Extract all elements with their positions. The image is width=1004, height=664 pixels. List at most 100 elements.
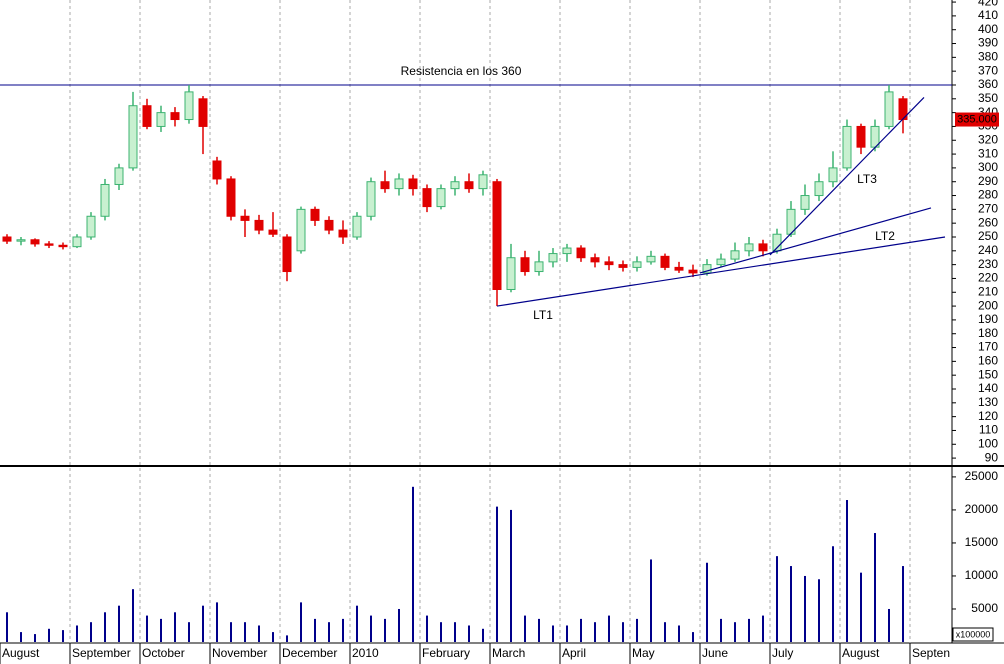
volume-bar <box>818 579 820 642</box>
trend-line <box>496 236 946 307</box>
candle-body <box>296 208 306 252</box>
x-tick-label: 2010 <box>352 646 379 660</box>
volume-bar <box>832 546 834 642</box>
y-tick-label: 160 <box>978 354 998 368</box>
candle-body <box>324 219 334 231</box>
volume-bar <box>258 625 260 642</box>
volume-bar <box>622 622 624 642</box>
volume-bar <box>524 615 526 642</box>
candle-body <box>254 219 264 231</box>
candle-body <box>198 98 208 127</box>
candle-body <box>506 257 516 291</box>
volume-bar <box>314 618 316 642</box>
x-tick-label: February <box>422 646 470 660</box>
y-tick-label: 90 <box>985 450 999 464</box>
candle-body <box>492 181 502 291</box>
candle-body <box>534 261 544 273</box>
x-tick-label: March <box>492 646 525 660</box>
candle-body <box>716 258 726 266</box>
volume-bar <box>692 632 694 642</box>
candle-body <box>590 257 600 263</box>
x-tick-label: August <box>842 646 880 660</box>
candle-body <box>758 243 768 252</box>
y-tick-label: 310 <box>978 146 998 160</box>
volume-bar <box>720 618 722 642</box>
y2-tick-label: 10000 <box>965 568 999 582</box>
candle-body <box>30 239 40 245</box>
y-tick-label: 190 <box>978 312 998 326</box>
volume-bar <box>160 618 162 642</box>
x-tick-label: October <box>142 646 185 660</box>
volume-bar <box>272 632 274 642</box>
volume-bar <box>412 486 414 642</box>
y-tick-label: 170 <box>978 340 998 354</box>
volume-bar <box>734 622 736 642</box>
volume-bar <box>384 618 386 642</box>
volume-bar <box>202 605 204 642</box>
y-tick-label: 110 <box>979 423 998 437</box>
candle-body <box>72 236 82 248</box>
y-tick-label: 220 <box>978 271 998 285</box>
volume-bar <box>342 618 344 642</box>
candle-body <box>86 215 96 238</box>
candle-body <box>338 229 348 238</box>
candle-body <box>674 266 684 271</box>
x-tick-label: December <box>282 646 337 660</box>
volume-bar <box>188 622 190 642</box>
volume-bar <box>454 622 456 642</box>
candle-body <box>16 239 26 242</box>
y-tick-label: 300 <box>978 160 998 174</box>
candle-body <box>856 125 866 148</box>
candle-body <box>604 261 614 266</box>
candle-body <box>562 247 572 255</box>
candle-body <box>114 167 124 185</box>
candle-body <box>422 188 432 208</box>
volume-bar <box>426 615 428 642</box>
volume-bar <box>468 625 470 642</box>
candle-body <box>282 236 292 273</box>
y2-tick-label: 5000 <box>971 601 998 615</box>
plot-area <box>69 0 911 643</box>
volume-bar <box>48 628 50 642</box>
volume-bar <box>846 500 848 642</box>
volume-bar <box>286 635 288 642</box>
trend-label: LT1 <box>533 308 553 322</box>
x-tick-label: June <box>702 646 728 660</box>
volume-bar <box>146 615 148 642</box>
candle-body <box>800 195 810 210</box>
y-tick-label: 390 <box>978 36 998 50</box>
volume-bar <box>496 506 498 642</box>
candle-body <box>240 215 250 221</box>
volume-bar <box>860 572 862 642</box>
volume-bar <box>594 622 596 642</box>
y-tick-label: 180 <box>978 326 998 340</box>
volume-bar <box>118 605 120 642</box>
trend-line <box>699 207 932 274</box>
candle-body <box>618 264 628 268</box>
candle-body <box>170 112 180 121</box>
y-tick-label: 200 <box>978 298 998 312</box>
y-tick-label: 360 <box>978 77 998 91</box>
volume-bar <box>706 562 708 642</box>
candle-body <box>142 105 152 127</box>
candle-body <box>842 125 852 169</box>
candle-body <box>548 253 558 263</box>
volume-bar <box>888 608 890 642</box>
y2-tick-label: 25000 <box>965 469 999 483</box>
volume-bar <box>510 509 512 642</box>
candle-body <box>688 269 698 274</box>
volume-bar <box>636 618 638 642</box>
y-tick-label: 320 <box>978 132 998 146</box>
volume-bar <box>230 622 232 642</box>
resistance-label: Resistencia en los 360 <box>401 64 522 78</box>
volume-unit: x100000 <box>952 627 994 642</box>
volume-bar <box>20 632 22 642</box>
volume-bar <box>76 625 78 642</box>
y-tick-label: 260 <box>978 215 998 229</box>
volume-bar <box>104 612 106 642</box>
y-tick-label: 230 <box>978 257 998 271</box>
volume-bar <box>398 608 400 642</box>
volume-bar <box>664 622 666 642</box>
y-tick-label: 280 <box>978 188 998 202</box>
